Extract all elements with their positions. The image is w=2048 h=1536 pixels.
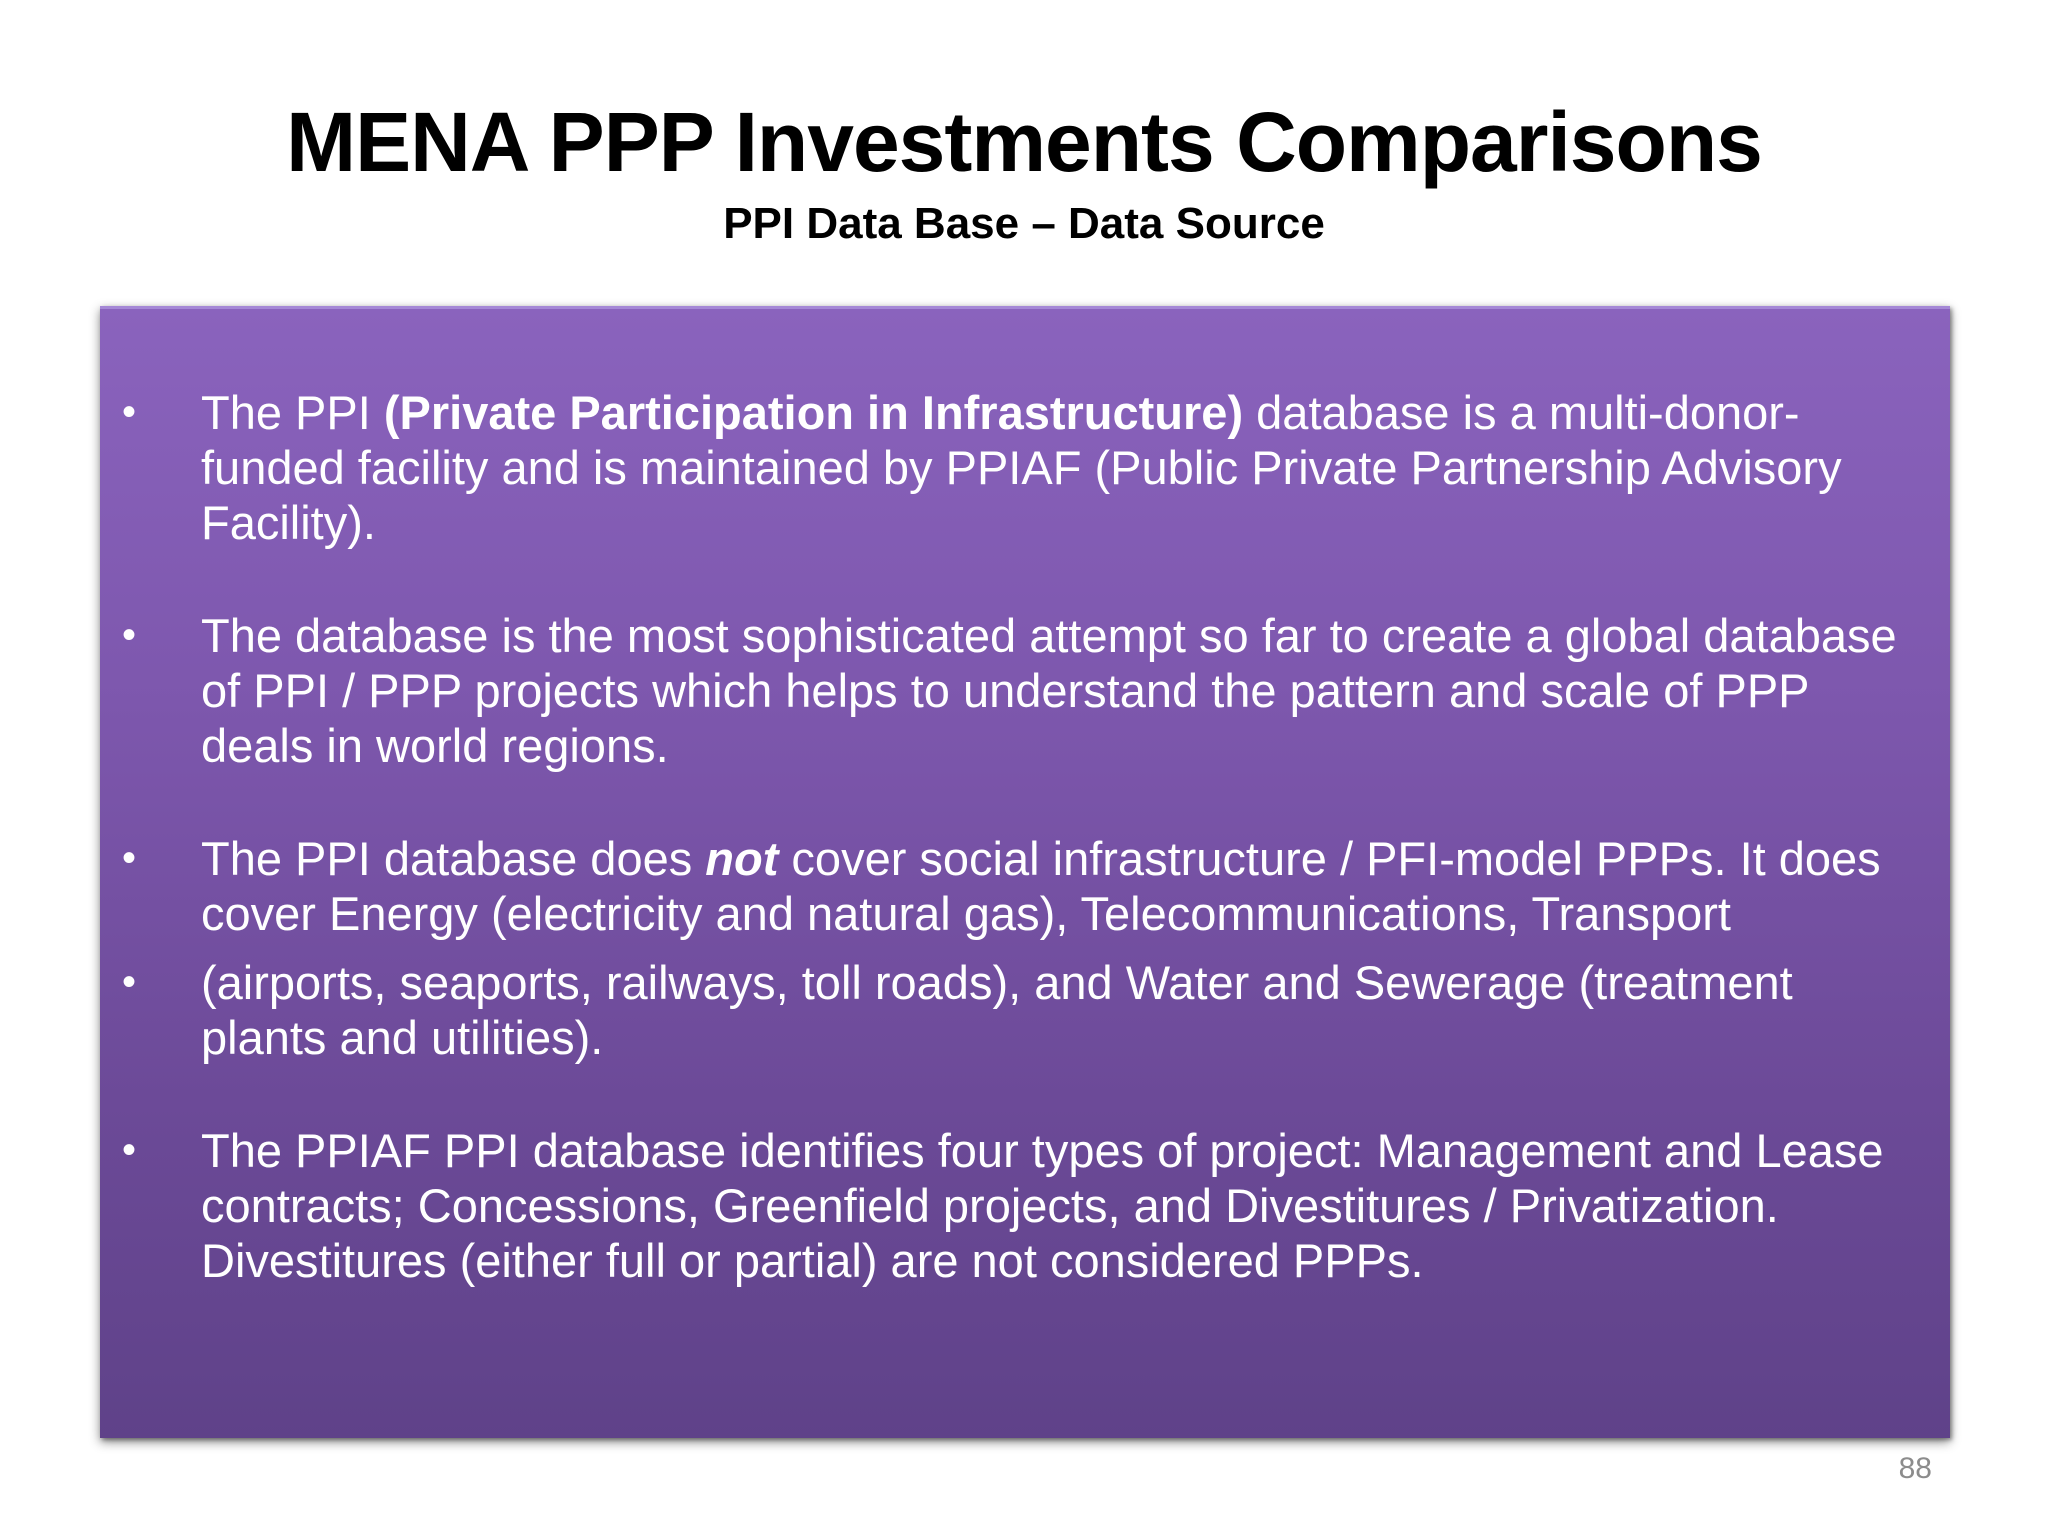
- slide-subtitle: PPI Data Base – Data Source: [723, 199, 1325, 248]
- bullet-text-pre: The PPI: [201, 386, 384, 439]
- bullet-text: The PPIAF PPI database identifies four t…: [201, 1124, 1884, 1287]
- bullet-item-project-types: • The PPIAF PPI database identifies four…: [100, 1123, 1950, 1288]
- bullet-text-emphasis: not: [705, 832, 779, 885]
- bullet-text-post: cover social infrastructure / PFI-model …: [201, 832, 1881, 940]
- bullet-item-database-attempt: • The database is the most sophisticated…: [100, 608, 1950, 773]
- bullet-dot-icon: •: [122, 960, 137, 1004]
- bullet-text-post: database is a multi-donor-funded facilit…: [201, 386, 1842, 549]
- bullet-item-transport-water: • (airports, seaports, railways, toll ro…: [100, 955, 1950, 1065]
- bullet-text-emphasis: (Private Participation in Infrastructure…: [383, 386, 1244, 439]
- bullet-dot-icon: •: [122, 613, 137, 657]
- bullet-item-ppi-definition: • The PPI (Private Participation in Infr…: [100, 385, 1950, 550]
- bullet-item-coverage: • The PPI database does not cover social…: [100, 831, 1950, 941]
- bullet-text-pre: The PPI database does: [201, 832, 706, 885]
- page-number: 88: [1898, 1452, 1932, 1485]
- bullet-dot-icon: •: [122, 390, 137, 434]
- bullet-text: The database is the most sophisticated a…: [201, 609, 1897, 772]
- bullet-list: • The PPI (Private Participation in Infr…: [100, 385, 1950, 1288]
- bullet-dot-icon: •: [122, 836, 137, 880]
- content-panel: • The PPI (Private Participation in Infr…: [100, 306, 1950, 1438]
- bullet-dot-icon: •: [122, 1128, 137, 1172]
- bullet-text: (airports, seaports, railways, toll road…: [201, 956, 1793, 1064]
- slide-title: MENA PPP Investments Comparisons: [286, 95, 1763, 189]
